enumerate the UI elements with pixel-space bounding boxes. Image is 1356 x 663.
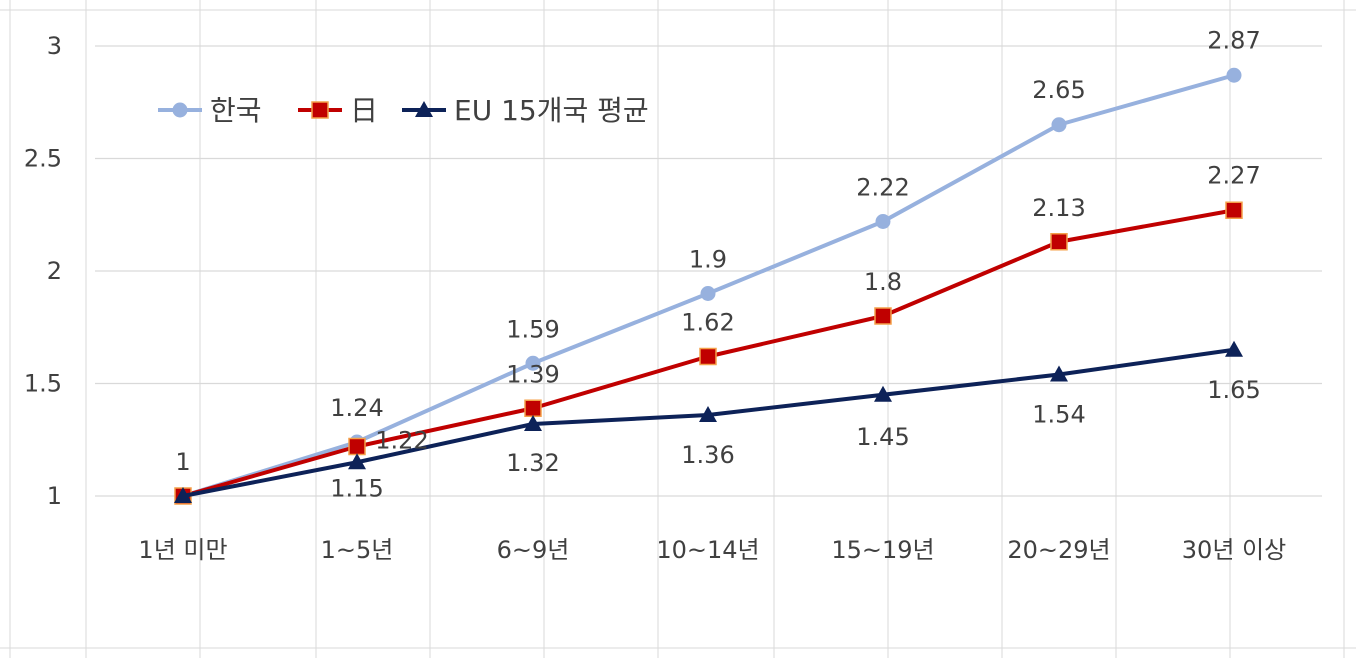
data-point-marker (699, 347, 717, 366)
data-labels: 1 1.24 1.59 1.9 2.22 2.65 2.87 1.22 1.39 1.62 1.8 2… (175, 26, 1260, 502)
legend-item-2: 日 (298, 94, 378, 127)
data-label: 1.9 (689, 246, 727, 274)
data-point-marker (348, 437, 366, 456)
data-point-marker (1225, 340, 1243, 357)
data-label: 1.8 (864, 268, 902, 296)
data-point-marker (874, 307, 892, 325)
x-tick-label: 1~5년 (321, 536, 394, 564)
legend-label: 한국 (210, 94, 262, 127)
data-point-marker (174, 487, 192, 503)
x-tick-label: 30년 이상 (1182, 536, 1286, 564)
legend-label: EU 15개국 평균 (454, 94, 649, 127)
data-point-marker (1226, 67, 1242, 83)
data-point-marker (348, 453, 366, 470)
x-tick-label: 20~29년 (1007, 536, 1110, 564)
y-tick-label: 1.5 (24, 370, 62, 398)
data-label: 2.13 (1032, 194, 1085, 222)
data-label: 1.32 (506, 449, 559, 477)
data-label: 1.62 (681, 309, 734, 337)
legend: 한국 日 EU 15개국 평균 (158, 94, 649, 127)
data-label: 2.65 (1032, 76, 1085, 104)
data-point-marker (1050, 233, 1068, 251)
legend-label: 日 (350, 94, 378, 127)
data-label: 1.36 (681, 441, 734, 469)
data-point-marker (1225, 201, 1243, 219)
data-label: 2.27 (1207, 161, 1260, 189)
series-1 (175, 67, 1242, 504)
data-label: 2.87 (1207, 26, 1260, 54)
data-point-marker (524, 399, 542, 417)
x-tick-label: 6~9년 (497, 536, 570, 564)
data-label: 1.39 (506, 360, 559, 388)
data-label: 1 (175, 448, 190, 476)
legend-item-1: 한국 (158, 94, 262, 127)
legend-item-3: EU 15개국 평균 (402, 94, 649, 127)
data-label: 1.22 (375, 427, 428, 455)
x-tick-label: 15~19년 (831, 536, 934, 564)
data-point-marker (1050, 365, 1068, 382)
chart-gridlines (95, 45, 1322, 497)
data-label: 2.22 (856, 174, 909, 202)
data-point-marker (700, 286, 716, 301)
legend-marker (311, 101, 329, 119)
legend-marker (415, 101, 433, 117)
data-point-marker (1051, 117, 1067, 133)
y-tick-label: 2 (47, 257, 62, 285)
y-tick-label: 1 (47, 482, 62, 510)
data-point-marker (699, 406, 717, 422)
data-point-marker (875, 214, 891, 229)
y-tick-label: 3 (47, 32, 62, 60)
data-point-marker (525, 355, 541, 371)
data-label: 1.54 (1032, 401, 1085, 429)
series-3 (174, 340, 1243, 503)
data-label: 1.59 (506, 315, 559, 343)
axis-labels: 1 1.5 2 2.5 3 1년 미만 1~5년 6~9년 10~14년 15~19년 20~29년… (24, 32, 1286, 564)
data-label: 1.65 (1207, 376, 1260, 404)
series-line (181, 73, 1236, 498)
x-tick-label: 10~14년 (656, 536, 759, 564)
data-label: 1.24 (330, 394, 383, 422)
y-tick-label: 2.5 (24, 145, 62, 173)
legend-marker (172, 102, 188, 118)
x-tick-label: 1년 미만 (138, 536, 227, 564)
data-label: 1.15 (330, 474, 383, 502)
data-point-marker (524, 415, 542, 431)
data-point-marker (874, 385, 892, 402)
series-group (174, 67, 1243, 505)
data-label: 1.45 (856, 423, 909, 451)
